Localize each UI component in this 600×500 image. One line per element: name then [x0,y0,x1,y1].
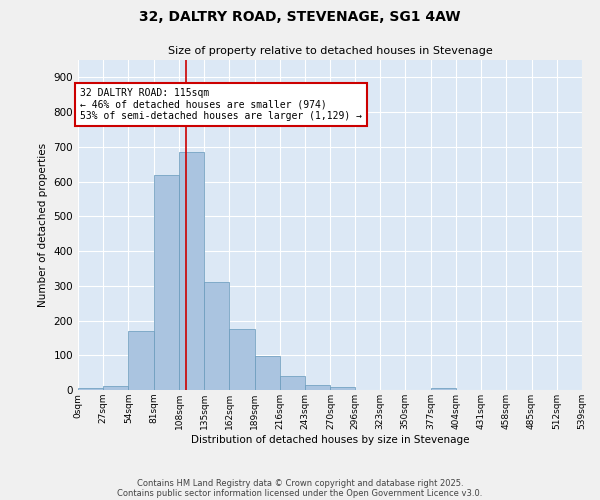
Bar [179,152,204,390]
Title: Size of property relative to detached houses in Stevenage: Size of property relative to detached ho… [167,46,493,56]
Bar [204,282,229,390]
Text: Contains HM Land Registry data © Crown copyright and database right 2025.: Contains HM Land Registry data © Crown c… [137,478,463,488]
Bar [128,331,154,390]
Text: 32 DALTRY ROAD: 115sqm
← 46% of detached houses are smaller (974)
53% of semi-de: 32 DALTRY ROAD: 115sqm ← 46% of detached… [80,88,362,121]
Bar [78,388,103,390]
Bar [305,385,331,390]
Y-axis label: Number of detached properties: Number of detached properties [38,143,48,307]
Text: 32, DALTRY ROAD, STEVENAGE, SG1 4AW: 32, DALTRY ROAD, STEVENAGE, SG1 4AW [139,10,461,24]
Text: Contains public sector information licensed under the Open Government Licence v3: Contains public sector information licen… [118,488,482,498]
Bar [431,388,456,390]
Bar [154,174,179,390]
X-axis label: Distribution of detached houses by size in Stevenage: Distribution of detached houses by size … [191,434,469,444]
Bar [103,386,128,390]
Bar [229,329,255,390]
Bar [255,356,280,390]
Bar [280,376,305,390]
Bar [331,386,355,390]
